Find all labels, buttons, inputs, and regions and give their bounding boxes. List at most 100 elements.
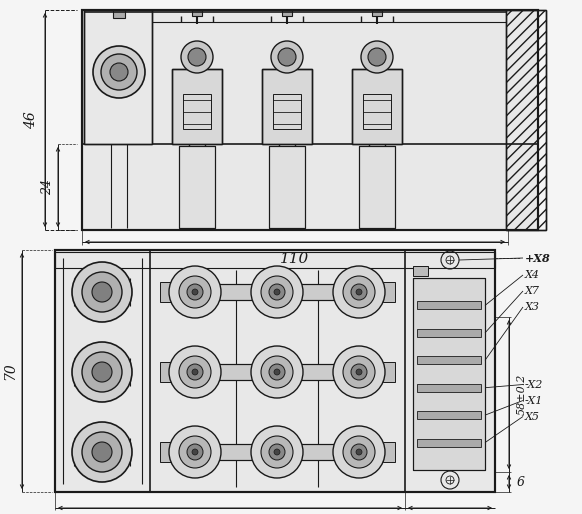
Circle shape — [110, 63, 128, 81]
Bar — [113, 10, 125, 18]
Circle shape — [356, 449, 362, 455]
Bar — [192, 10, 202, 16]
Bar — [262, 69, 312, 144]
Circle shape — [356, 369, 362, 375]
Bar — [417, 411, 481, 419]
Circle shape — [192, 369, 198, 375]
Circle shape — [82, 272, 122, 312]
Circle shape — [181, 41, 213, 73]
Text: 70: 70 — [3, 362, 17, 380]
Circle shape — [351, 364, 367, 380]
Circle shape — [343, 436, 375, 468]
Circle shape — [179, 276, 211, 308]
Bar — [172, 69, 222, 144]
Circle shape — [82, 432, 122, 472]
Bar — [170, 364, 385, 380]
Circle shape — [269, 364, 285, 380]
Circle shape — [188, 48, 206, 66]
Circle shape — [251, 426, 303, 478]
Circle shape — [356, 289, 362, 295]
Circle shape — [269, 284, 285, 300]
Bar — [363, 94, 391, 129]
Bar — [383, 362, 395, 382]
Bar — [179, 146, 215, 228]
Bar — [170, 284, 385, 300]
Circle shape — [351, 284, 367, 300]
Circle shape — [92, 442, 112, 462]
Circle shape — [274, 449, 280, 455]
Circle shape — [351, 444, 367, 460]
Circle shape — [343, 276, 375, 308]
Circle shape — [187, 284, 203, 300]
Bar — [170, 284, 385, 300]
Circle shape — [333, 426, 385, 478]
Bar — [273, 94, 301, 129]
Bar — [383, 442, 395, 462]
Circle shape — [261, 276, 293, 308]
Circle shape — [192, 289, 198, 295]
Bar — [372, 10, 382, 16]
Bar — [82, 10, 538, 230]
Circle shape — [169, 426, 221, 478]
Text: X7: X7 — [525, 286, 540, 296]
Circle shape — [92, 362, 112, 382]
Circle shape — [169, 266, 221, 318]
Circle shape — [368, 48, 386, 66]
Circle shape — [101, 54, 137, 90]
Circle shape — [72, 262, 132, 322]
Circle shape — [333, 346, 385, 398]
Bar — [84, 10, 152, 144]
Circle shape — [92, 282, 112, 302]
Circle shape — [93, 46, 145, 98]
Text: 110: 110 — [281, 252, 310, 266]
Circle shape — [274, 289, 280, 295]
Circle shape — [192, 449, 198, 455]
Bar — [170, 444, 385, 460]
Bar — [506, 10, 546, 230]
Bar — [413, 266, 428, 276]
Circle shape — [187, 444, 203, 460]
Bar — [417, 329, 481, 337]
Text: -X2: -X2 — [525, 379, 544, 390]
Bar — [170, 444, 385, 460]
Bar — [55, 250, 495, 492]
Bar — [413, 278, 485, 470]
Bar — [417, 356, 481, 364]
Text: X5: X5 — [525, 412, 540, 421]
Bar — [359, 146, 395, 228]
Bar — [84, 10, 152, 144]
Bar — [179, 146, 215, 228]
Bar — [170, 364, 385, 380]
Bar — [262, 69, 312, 144]
Circle shape — [251, 266, 303, 318]
Bar — [55, 250, 495, 492]
Bar — [506, 10, 546, 230]
Circle shape — [179, 436, 211, 468]
Bar — [413, 278, 485, 470]
Text: +X8: +X8 — [525, 252, 551, 264]
Circle shape — [72, 422, 132, 482]
Text: X4: X4 — [525, 270, 540, 280]
Bar — [82, 10, 538, 230]
Circle shape — [274, 369, 280, 375]
Text: 24: 24 — [41, 179, 55, 195]
Bar — [160, 282, 172, 302]
Text: 46: 46 — [24, 111, 38, 129]
Circle shape — [179, 356, 211, 388]
Circle shape — [278, 48, 296, 66]
Bar — [417, 301, 481, 309]
Circle shape — [271, 41, 303, 73]
Bar — [352, 69, 402, 144]
Circle shape — [269, 444, 285, 460]
Text: -X1: -X1 — [525, 395, 544, 406]
Circle shape — [82, 352, 122, 392]
Text: 6: 6 — [517, 475, 525, 488]
Bar — [282, 10, 292, 16]
Bar — [55, 252, 495, 268]
Bar — [383, 282, 395, 302]
Bar — [172, 69, 222, 144]
Circle shape — [72, 342, 132, 402]
Text: X3: X3 — [525, 302, 540, 312]
Bar — [417, 438, 481, 447]
Bar — [359, 146, 395, 228]
